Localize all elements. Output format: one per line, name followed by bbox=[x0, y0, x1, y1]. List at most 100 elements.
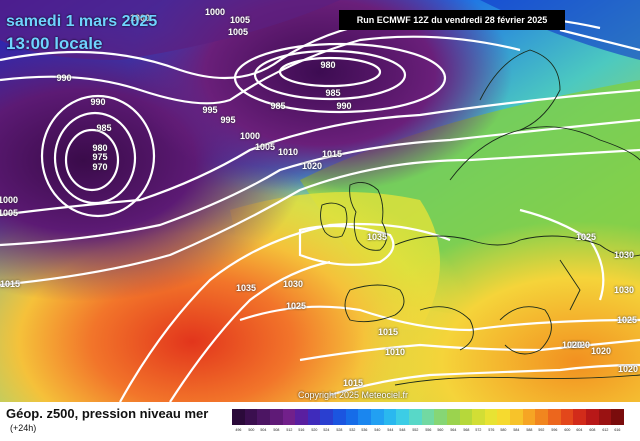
color-scale-step: 596 bbox=[548, 409, 561, 437]
isobar-label: 975 bbox=[92, 152, 108, 162]
color-scale-step: 556 bbox=[421, 409, 435, 437]
color-swatch bbox=[535, 409, 549, 425]
isobar-label: 1030 bbox=[282, 279, 304, 289]
isobar-label: 1005 bbox=[227, 27, 249, 37]
color-swatch bbox=[295, 409, 308, 425]
color-swatch bbox=[611, 409, 624, 425]
isobar-label: 985 bbox=[325, 88, 341, 98]
color-swatch bbox=[282, 409, 296, 425]
color-scale-tick: 580 bbox=[500, 427, 507, 432]
color-scale-tick: 584 bbox=[513, 427, 520, 432]
isobar-label: 1030 bbox=[613, 285, 635, 295]
color-swatch bbox=[560, 409, 574, 425]
color-scale-tick: 508 bbox=[273, 427, 280, 432]
isobar-label: 1015 bbox=[342, 378, 364, 388]
color-swatch bbox=[345, 409, 359, 425]
map-canvas bbox=[0, 0, 640, 402]
color-swatch bbox=[459, 409, 473, 425]
color-scale-step: 536 bbox=[358, 409, 372, 437]
color-scale-step: 496 bbox=[232, 409, 245, 437]
color-scale-step: 616 bbox=[611, 409, 624, 437]
color-scale-step: 500 bbox=[244, 409, 258, 437]
color-swatch bbox=[472, 409, 485, 425]
isobar-label: 1010 bbox=[384, 347, 406, 357]
color-scale-step: 576 bbox=[484, 409, 498, 437]
color-scale-step: 560 bbox=[434, 409, 447, 437]
color-scale-tick: 524 bbox=[323, 427, 330, 432]
color-scale-tick: 528 bbox=[336, 427, 343, 432]
color-swatch bbox=[598, 409, 612, 425]
color-swatch bbox=[383, 409, 397, 425]
run-info: Run ECMWF 12Z du vendredi 28 février 202… bbox=[339, 10, 565, 30]
forecast-date: samedi 1 mars 2025 bbox=[6, 13, 158, 30]
color-scale-tick: 568 bbox=[462, 427, 469, 432]
isobar-label: 1035 bbox=[366, 232, 388, 242]
isobar-label: 1030 bbox=[613, 250, 635, 260]
isobar-label: 970 bbox=[92, 162, 108, 172]
isobar-label: 1005 bbox=[229, 15, 251, 25]
color-scale-tick: 600 bbox=[563, 427, 570, 432]
map-legend-title: Géop. z500, pression niveau mer bbox=[6, 406, 209, 421]
color-scale-tick: 548 bbox=[399, 427, 406, 432]
isobar-label: 990 bbox=[56, 73, 72, 83]
color-swatch bbox=[333, 409, 346, 425]
isobar-label: 1020 bbox=[561, 340, 583, 350]
isobar-label: 1000 bbox=[0, 195, 19, 205]
color-scale-tick: 596 bbox=[551, 427, 558, 432]
color-scale-step: 508 bbox=[269, 409, 283, 437]
color-scale-step: 544 bbox=[383, 409, 397, 437]
color-scale-tick: 592 bbox=[538, 427, 545, 432]
color-swatch bbox=[510, 409, 523, 425]
color-swatch bbox=[573, 409, 586, 425]
isobar-label: 1025 bbox=[285, 301, 307, 311]
color-scale-step: 524 bbox=[320, 409, 334, 437]
color-scale-step: 532 bbox=[345, 409, 359, 437]
color-scale-step: 608 bbox=[585, 409, 599, 437]
color-scale-tick: 552 bbox=[412, 427, 419, 432]
color-scale-tick: 500 bbox=[247, 427, 254, 432]
weather-map: 1000 1000 1005 1005 990 990 985 980 975 970 995 995… bbox=[0, 0, 640, 402]
color-swatch bbox=[434, 409, 447, 425]
color-scale-step: 580 bbox=[497, 409, 511, 437]
isobar-label: 1025 bbox=[575, 232, 597, 242]
color-scale-tick: 572 bbox=[475, 427, 482, 432]
isobar-label: 1000 bbox=[239, 131, 261, 141]
color-scale-step: 612 bbox=[598, 409, 612, 437]
color-scale-tick: 576 bbox=[488, 427, 495, 432]
color-scale-step: 584 bbox=[510, 409, 523, 437]
color-scale-tick: 556 bbox=[424, 427, 431, 432]
isobar-label: 1005 bbox=[0, 208, 19, 218]
isobar-label: 1020 bbox=[301, 161, 323, 171]
color-scale-tick: 536 bbox=[361, 427, 368, 432]
isobar-label: 990 bbox=[336, 101, 352, 111]
color-swatch bbox=[446, 409, 460, 425]
color-swatch bbox=[548, 409, 561, 425]
isobar-label: 995 bbox=[202, 105, 218, 115]
color-swatch bbox=[522, 409, 536, 425]
isobar-label: 1000 bbox=[204, 7, 226, 17]
color-scale-step: 552 bbox=[408, 409, 422, 437]
color-scale-step: 568 bbox=[459, 409, 473, 437]
color-swatch bbox=[421, 409, 435, 425]
color-scale-tick: 504 bbox=[260, 427, 267, 432]
color-swatch bbox=[371, 409, 384, 425]
color-swatch bbox=[358, 409, 372, 425]
isobar-label: 1005 bbox=[254, 142, 276, 152]
color-scale-step: 564 bbox=[446, 409, 460, 437]
color-scale-tick: 520 bbox=[311, 427, 318, 432]
forecast-time: 13:00 locale bbox=[6, 34, 103, 53]
color-swatch bbox=[257, 409, 270, 425]
color-scale: 496 500 504 508 512 516 520 524 528 532 536 540 544 5… bbox=[232, 409, 624, 437]
isobar-label: 1015 bbox=[321, 149, 343, 159]
copyright-text: Copyright 2025 Meteociel.fr bbox=[298, 390, 409, 400]
color-scale-step: 512 bbox=[282, 409, 296, 437]
color-swatch bbox=[269, 409, 283, 425]
map-legend-subtitle: (+24h) bbox=[10, 423, 37, 433]
color-swatch bbox=[396, 409, 409, 425]
color-scale-step: 520 bbox=[307, 409, 321, 437]
isobar-label: 1015 bbox=[377, 327, 399, 337]
color-swatch bbox=[307, 409, 321, 425]
isobar-label: 1025 bbox=[616, 315, 638, 325]
isobar-label: 1015 bbox=[0, 279, 21, 289]
isobar-label: 990 bbox=[90, 97, 106, 107]
